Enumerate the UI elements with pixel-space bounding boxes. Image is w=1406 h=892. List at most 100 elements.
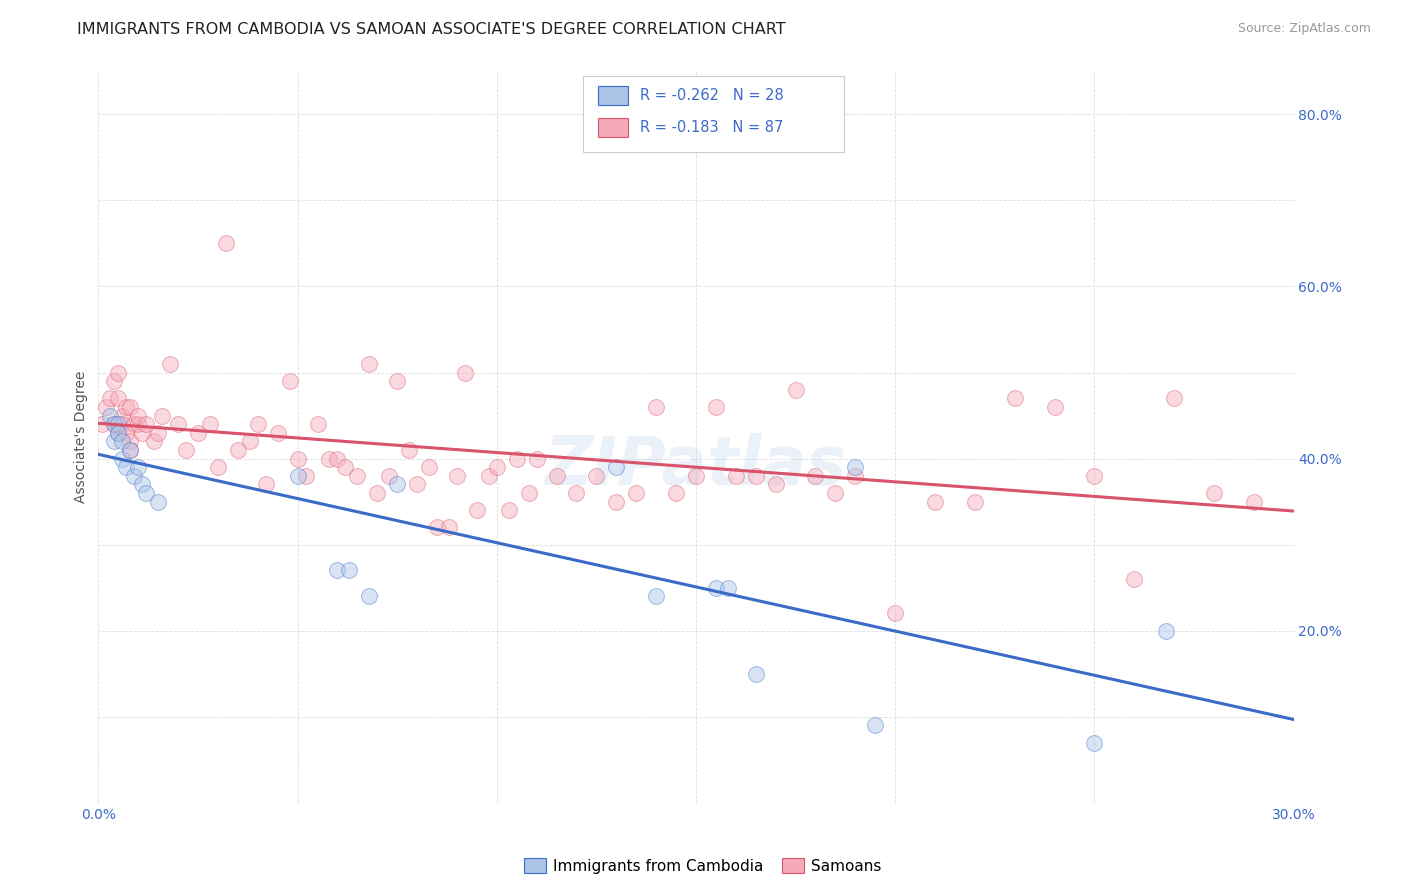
Point bbox=[111, 434, 134, 449]
Point bbox=[135, 417, 157, 432]
Text: Source: ZipAtlas.com: Source: ZipAtlas.com bbox=[1237, 22, 1371, 36]
Text: R = -0.262   N = 28: R = -0.262 N = 28 bbox=[640, 88, 783, 103]
Point bbox=[187, 425, 209, 440]
Point bbox=[517, 486, 540, 500]
Point bbox=[294, 468, 316, 483]
Point bbox=[1123, 572, 1146, 586]
Point bbox=[745, 666, 768, 681]
Point bbox=[1154, 624, 1177, 638]
Point bbox=[107, 425, 129, 440]
Point bbox=[143, 434, 166, 449]
Point bbox=[465, 503, 488, 517]
Point bbox=[287, 451, 309, 466]
Point bbox=[359, 589, 381, 603]
Point bbox=[924, 494, 946, 508]
Y-axis label: Associate's Degree: Associate's Degree bbox=[75, 371, 89, 503]
Point bbox=[215, 236, 238, 251]
Point bbox=[359, 357, 381, 371]
Point bbox=[127, 409, 149, 423]
Point bbox=[254, 477, 277, 491]
Point bbox=[1202, 486, 1225, 500]
Point bbox=[645, 589, 668, 603]
Point bbox=[704, 581, 727, 595]
Point bbox=[335, 460, 357, 475]
Point bbox=[135, 486, 157, 500]
Point bbox=[107, 392, 129, 406]
Point bbox=[198, 417, 221, 432]
Point bbox=[963, 494, 986, 508]
Point bbox=[167, 417, 190, 432]
Point bbox=[884, 607, 907, 621]
Point bbox=[207, 460, 229, 475]
Point bbox=[111, 417, 134, 432]
Text: IMMIGRANTS FROM CAMBODIA VS SAMOAN ASSOCIATE'S DEGREE CORRELATION CHART: IMMIGRANTS FROM CAMBODIA VS SAMOAN ASSOC… bbox=[77, 22, 786, 37]
Point bbox=[865, 718, 887, 732]
Point bbox=[115, 460, 138, 475]
Point bbox=[111, 451, 134, 466]
Point bbox=[107, 417, 129, 432]
Point bbox=[824, 486, 846, 500]
Point bbox=[1043, 400, 1066, 414]
Point bbox=[785, 383, 807, 397]
Point bbox=[103, 417, 125, 432]
Point bbox=[246, 417, 269, 432]
Point bbox=[127, 417, 149, 432]
Point bbox=[120, 434, 142, 449]
Point bbox=[724, 468, 747, 483]
Point bbox=[385, 477, 409, 491]
Text: ZIPatlas: ZIPatlas bbox=[546, 434, 846, 500]
Point bbox=[107, 366, 129, 380]
Point bbox=[127, 460, 149, 475]
Point bbox=[174, 442, 197, 457]
Point bbox=[478, 468, 501, 483]
Point bbox=[98, 409, 122, 423]
Point bbox=[346, 468, 368, 483]
Point bbox=[385, 374, 409, 388]
Point bbox=[645, 400, 668, 414]
Point bbox=[418, 460, 440, 475]
Point bbox=[267, 425, 290, 440]
Point bbox=[278, 374, 301, 388]
Point bbox=[307, 417, 329, 432]
Point bbox=[437, 520, 460, 534]
Point bbox=[454, 366, 477, 380]
Point bbox=[339, 564, 361, 578]
Point bbox=[485, 460, 508, 475]
Point bbox=[506, 451, 529, 466]
Point bbox=[239, 434, 262, 449]
Point bbox=[326, 564, 349, 578]
Point bbox=[103, 417, 125, 432]
Point bbox=[366, 486, 388, 500]
Point bbox=[103, 434, 125, 449]
Point bbox=[96, 400, 118, 414]
Point bbox=[131, 477, 153, 491]
Point bbox=[107, 425, 129, 440]
Point bbox=[326, 451, 349, 466]
Point bbox=[1083, 735, 1105, 749]
Point bbox=[226, 442, 249, 457]
Point bbox=[804, 468, 827, 483]
Point bbox=[717, 581, 740, 595]
Point bbox=[665, 486, 688, 500]
Point bbox=[150, 409, 173, 423]
Point bbox=[120, 442, 142, 457]
Point bbox=[426, 520, 449, 534]
Point bbox=[765, 477, 787, 491]
Point bbox=[148, 425, 170, 440]
Point bbox=[1163, 392, 1185, 406]
Point bbox=[526, 451, 548, 466]
Point bbox=[111, 409, 134, 423]
Text: R = -0.183   N = 87: R = -0.183 N = 87 bbox=[640, 120, 783, 135]
Point bbox=[1243, 494, 1265, 508]
Point bbox=[565, 486, 588, 500]
Point bbox=[124, 468, 146, 483]
Legend: Immigrants from Cambodia, Samoans: Immigrants from Cambodia, Samoans bbox=[519, 852, 887, 880]
Point bbox=[844, 460, 866, 475]
Point bbox=[398, 442, 420, 457]
Point bbox=[498, 503, 520, 517]
Point bbox=[91, 417, 114, 432]
Point bbox=[115, 400, 138, 414]
Point bbox=[446, 468, 468, 483]
Point bbox=[605, 460, 627, 475]
Point bbox=[685, 468, 707, 483]
